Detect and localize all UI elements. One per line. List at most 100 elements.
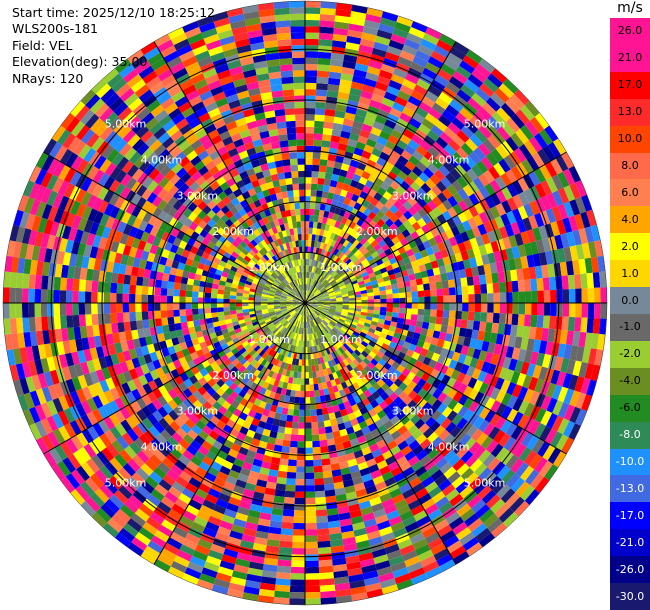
velocity-gate xyxy=(261,306,268,310)
velocity-gate xyxy=(436,381,447,393)
velocity-gate xyxy=(386,509,400,521)
velocity-gate xyxy=(495,416,507,430)
velocity-gate xyxy=(333,576,350,585)
velocity-gate xyxy=(268,469,279,477)
velocity-gate xyxy=(316,408,323,416)
velocity-gate xyxy=(273,444,283,453)
velocity-gate xyxy=(121,160,134,174)
velocity-gate xyxy=(472,275,481,286)
velocity-gate xyxy=(353,114,366,124)
velocity-gate xyxy=(305,1,321,8)
velocity-gate xyxy=(80,231,90,245)
velocity-gate xyxy=(500,172,513,187)
velocity-gate xyxy=(311,313,317,319)
velocity-gate xyxy=(529,116,545,133)
velocity-gate xyxy=(408,254,417,263)
velocity-gate xyxy=(273,495,285,504)
velocity-gate xyxy=(451,476,465,489)
velocity-gate xyxy=(384,51,400,63)
velocity-gate xyxy=(516,219,527,233)
velocity-gate xyxy=(340,467,351,476)
velocity-gate xyxy=(402,106,416,118)
velocity-gate xyxy=(322,263,327,271)
velocity-gate xyxy=(264,353,271,361)
velocity-gate xyxy=(339,271,346,278)
velocity-gate xyxy=(262,336,270,343)
velocity-gate xyxy=(305,170,312,178)
velocity-gate xyxy=(342,247,349,255)
velocity-gate xyxy=(242,488,255,498)
velocity-gate xyxy=(420,38,437,51)
velocity-gate xyxy=(168,323,176,332)
velocity-gate xyxy=(317,540,331,548)
velocity-gate xyxy=(423,309,431,317)
velocity-gate xyxy=(213,410,224,421)
velocity-gate xyxy=(218,320,226,326)
velocity-gate xyxy=(487,518,503,533)
velocity-gate xyxy=(388,401,398,411)
velocity-gate xyxy=(72,450,87,466)
velocity-gate xyxy=(363,144,375,154)
velocity-gate xyxy=(475,359,485,371)
velocity-gate xyxy=(361,426,371,436)
velocity-gate xyxy=(25,376,36,393)
velocity-gate xyxy=(233,369,242,378)
velocity-gate xyxy=(442,199,453,211)
velocity-gate xyxy=(449,46,467,61)
velocity-gate xyxy=(334,311,342,315)
velocity-gate xyxy=(441,280,449,289)
velocity-gate xyxy=(274,293,282,297)
velocity-gate xyxy=(462,409,474,422)
velocity-gate xyxy=(244,482,257,492)
velocity-gate xyxy=(96,450,110,466)
velocity-gate xyxy=(260,434,270,443)
velocity-gate xyxy=(341,308,349,313)
velocity-gate xyxy=(359,268,367,275)
velocity-gate xyxy=(382,450,394,460)
velocity-gate xyxy=(312,339,317,347)
velocity-gate xyxy=(452,94,468,108)
velocity-gate xyxy=(349,376,357,385)
velocity-gate xyxy=(317,547,332,555)
velocity-gate xyxy=(389,341,397,349)
velocity-gate xyxy=(95,224,106,237)
velocity-gate xyxy=(114,397,126,410)
velocity-gate xyxy=(466,276,474,286)
velocity-gate xyxy=(134,228,145,240)
velocity-gate xyxy=(238,319,246,325)
velocity-gate xyxy=(223,439,234,449)
velocity-gate xyxy=(342,479,354,488)
velocity-gate xyxy=(390,521,405,533)
velocity-gate xyxy=(120,419,132,433)
velocity-gate xyxy=(185,257,194,267)
velocity-gate xyxy=(291,548,305,555)
velocity-gate xyxy=(290,351,295,359)
velocity-gate xyxy=(289,370,295,378)
velocity-gate xyxy=(450,334,459,344)
velocity-gate xyxy=(183,264,192,273)
velocity-gate xyxy=(205,493,218,505)
velocity-gate xyxy=(473,147,486,161)
velocity-gate xyxy=(352,331,360,338)
velocity-gate xyxy=(428,343,437,353)
velocity-gate xyxy=(421,276,430,285)
velocity-gate xyxy=(333,285,340,291)
velocity-gate xyxy=(318,45,332,53)
velocity-gate xyxy=(312,352,317,359)
velocity-gate xyxy=(299,397,305,404)
velocity-gate xyxy=(34,420,48,438)
velocity-gate xyxy=(256,272,263,278)
velocity-gate xyxy=(386,45,402,57)
velocity-gate xyxy=(432,399,443,410)
velocity-gate xyxy=(429,174,441,186)
velocity-gate xyxy=(257,285,264,290)
velocity-gate xyxy=(434,251,443,261)
velocity-gate xyxy=(374,115,387,125)
velocity-gate xyxy=(417,378,427,389)
velocity-gate xyxy=(391,361,400,370)
velocity-gate xyxy=(197,336,206,344)
velocity-gate xyxy=(335,250,342,258)
velocity-gate xyxy=(265,545,280,554)
velocity-gate xyxy=(285,322,291,329)
velocity-gate xyxy=(108,413,121,427)
